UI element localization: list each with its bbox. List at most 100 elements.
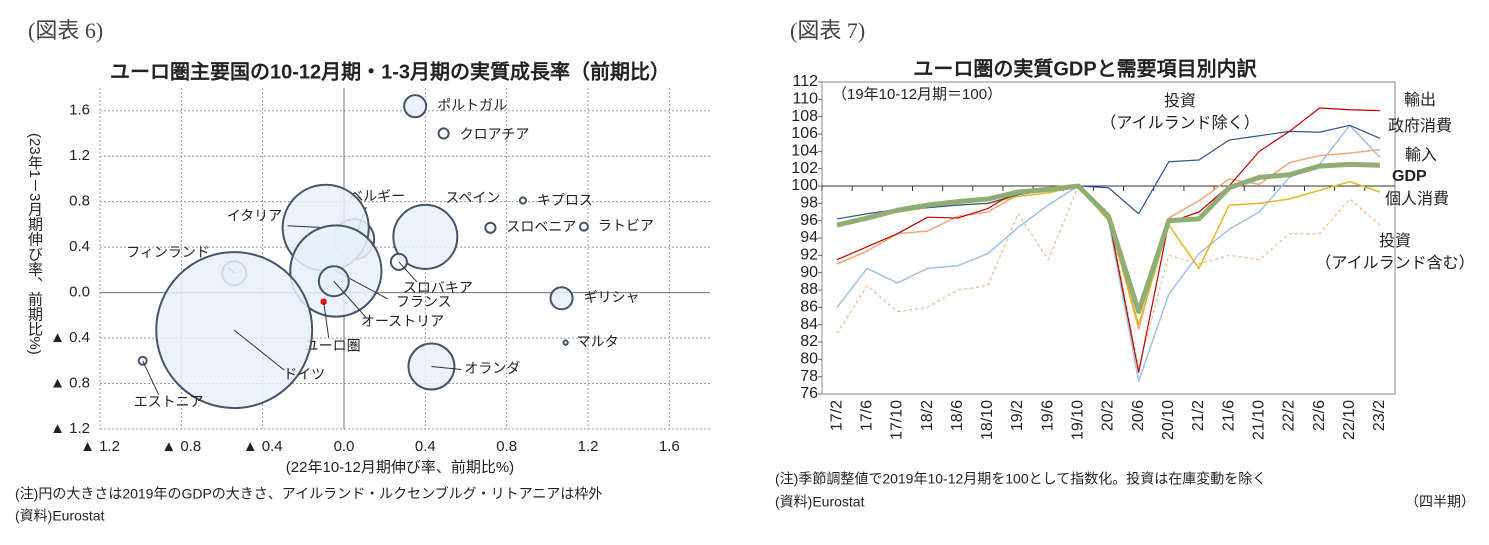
- point-label: ポルトガル: [437, 97, 507, 113]
- y-tick-label: 1.2: [69, 147, 90, 164]
- series-line: [836, 180, 1381, 326]
- x-tick-label: 19/6: [1039, 400, 1056, 431]
- series-line: [836, 185, 1381, 369]
- y-tick-label: ▲ 0.4: [50, 329, 90, 346]
- legend-label: 輸入: [1405, 146, 1437, 164]
- y-tick-label: 78: [800, 368, 818, 385]
- point-label: フランス: [396, 294, 452, 310]
- y-tick-label: 84: [800, 316, 818, 333]
- chart-subtitle: （19年10-12月期＝100）: [832, 86, 1002, 103]
- bubble: [578, 221, 589, 232]
- x-tick-label: 20/2: [1100, 400, 1117, 431]
- chart-title: ユーロ圏主要国の10-12月期・1-3月期の実質成長率（前期比）: [110, 59, 670, 83]
- x-tick-label: 21/2: [1190, 400, 1207, 431]
- source: (資料)Eurostat: [15, 508, 105, 524]
- point-label: フィンランド: [126, 244, 210, 260]
- x-tick-label: 22/2: [1281, 400, 1298, 431]
- y-tick-label: 106: [791, 125, 818, 142]
- y-tick-label: 88: [800, 281, 818, 298]
- y-tick-label: 90: [800, 264, 818, 281]
- y-tick-label: 110: [792, 91, 818, 108]
- x-tick-label: 22/6: [1311, 400, 1328, 431]
- legend-label: 投資（アイルランド含む）: [1315, 232, 1474, 272]
- legend-label: 政府消費: [1388, 117, 1452, 135]
- y-tick-label: 96: [800, 212, 818, 229]
- leader-line: [323, 301, 330, 338]
- point-label: スペイン: [445, 190, 500, 206]
- x-tick-label: 18/6: [949, 400, 966, 431]
- bubble: [403, 94, 428, 119]
- x-tick-label: 21/6: [1220, 400, 1237, 431]
- bubble: [437, 127, 450, 140]
- bubble: [549, 286, 574, 311]
- point-label: イタリア: [227, 208, 282, 224]
- point-label: スロバキア: [403, 280, 473, 296]
- point-label: マルタ: [577, 333, 619, 349]
- x-tick-label: 18/2: [919, 400, 936, 431]
- x-tick-label: 20/10: [1160, 400, 1177, 440]
- y-tick-label: 80: [800, 351, 818, 368]
- bubble: [392, 203, 459, 270]
- leader-line: [233, 329, 285, 371]
- leader-line: [333, 280, 367, 318]
- series-line: [836, 107, 1380, 373]
- y-tick-label: 98: [800, 195, 818, 212]
- leader-line: [431, 365, 462, 370]
- x-tick-label: 18/10: [979, 400, 996, 440]
- x-tick-label: 23/2: [1371, 400, 1388, 431]
- bubble: [317, 265, 350, 298]
- bubble: [562, 339, 569, 346]
- point-label: クロアチア: [460, 126, 530, 142]
- chart-title: ユーロ圏の実質GDPと需要項目別内訳: [913, 56, 1257, 80]
- y-tick-label: 86: [800, 299, 818, 316]
- x-tick-label: ▲ 0.4: [243, 438, 283, 455]
- x-tick-label: 20/6: [1130, 400, 1147, 431]
- x-tick-label: 0.0: [334, 438, 355, 455]
- x-tick-label: 1.6: [659, 438, 680, 455]
- bubble: [518, 196, 528, 205]
- x-tick-label: 21/10: [1251, 400, 1268, 440]
- source: (資料)Eurostat: [775, 494, 865, 510]
- y-tick-label: 112: [792, 73, 818, 90]
- point-label: ドイツ: [283, 366, 325, 382]
- figure-label: (図表 7): [790, 18, 865, 43]
- y-tick-label: ▲ 1.2: [50, 420, 90, 437]
- point-label: キプロス: [537, 192, 593, 208]
- y-tick-label: 1.6: [69, 102, 90, 119]
- series-line: [836, 161, 1380, 315]
- point-label: オーストリア: [361, 313, 444, 329]
- legend-label: GDP: [1392, 168, 1427, 185]
- x-tick-label: 17/2: [828, 400, 845, 431]
- x-tick-label: 0.8: [496, 438, 517, 455]
- legend-label: 投資（アイルランド除く）: [1100, 92, 1259, 132]
- series-line: [836, 124, 1381, 382]
- point-label: ベルギー: [349, 188, 405, 204]
- y-tick-label: 104: [791, 143, 818, 160]
- x-tick-label: ▲ 1.2: [80, 438, 120, 455]
- leader-line: [398, 261, 418, 283]
- point-label: エストニア: [134, 394, 204, 410]
- y-tick-label: 0.0: [69, 284, 90, 301]
- x-tick-label: 0.4: [415, 438, 436, 455]
- x-tick-label: 1.2: [578, 438, 599, 455]
- point-label: ギリシャ: [584, 289, 640, 305]
- y-tick-label: 100: [791, 177, 818, 194]
- x-axis-label: （四半期）: [1405, 494, 1475, 510]
- y-tick-label: 76: [800, 385, 818, 402]
- y-tick-label: 82: [800, 333, 818, 350]
- y-tick-label: 108: [791, 108, 818, 125]
- x-tick-label: ▲ 0.8: [161, 438, 201, 455]
- y-tick-label: 92: [800, 247, 818, 264]
- x-tick-label: 19/2: [1009, 400, 1026, 431]
- note: (注)季節調整値で2019年10-12月期を100として指数化。投資は在庫変動を…: [775, 471, 1266, 487]
- x-tick-label: 17/6: [858, 400, 875, 431]
- x-tick-label: 17/10: [889, 400, 906, 440]
- y-tick-label: ▲ 0.8: [50, 375, 90, 392]
- point-label: オランダ: [464, 360, 520, 376]
- series-line: [836, 148, 1381, 330]
- leader-line: [142, 360, 160, 396]
- x-tick-label: 22/10: [1341, 400, 1358, 440]
- y-tick-label: 0.4: [69, 238, 90, 255]
- bubble: [484, 221, 497, 234]
